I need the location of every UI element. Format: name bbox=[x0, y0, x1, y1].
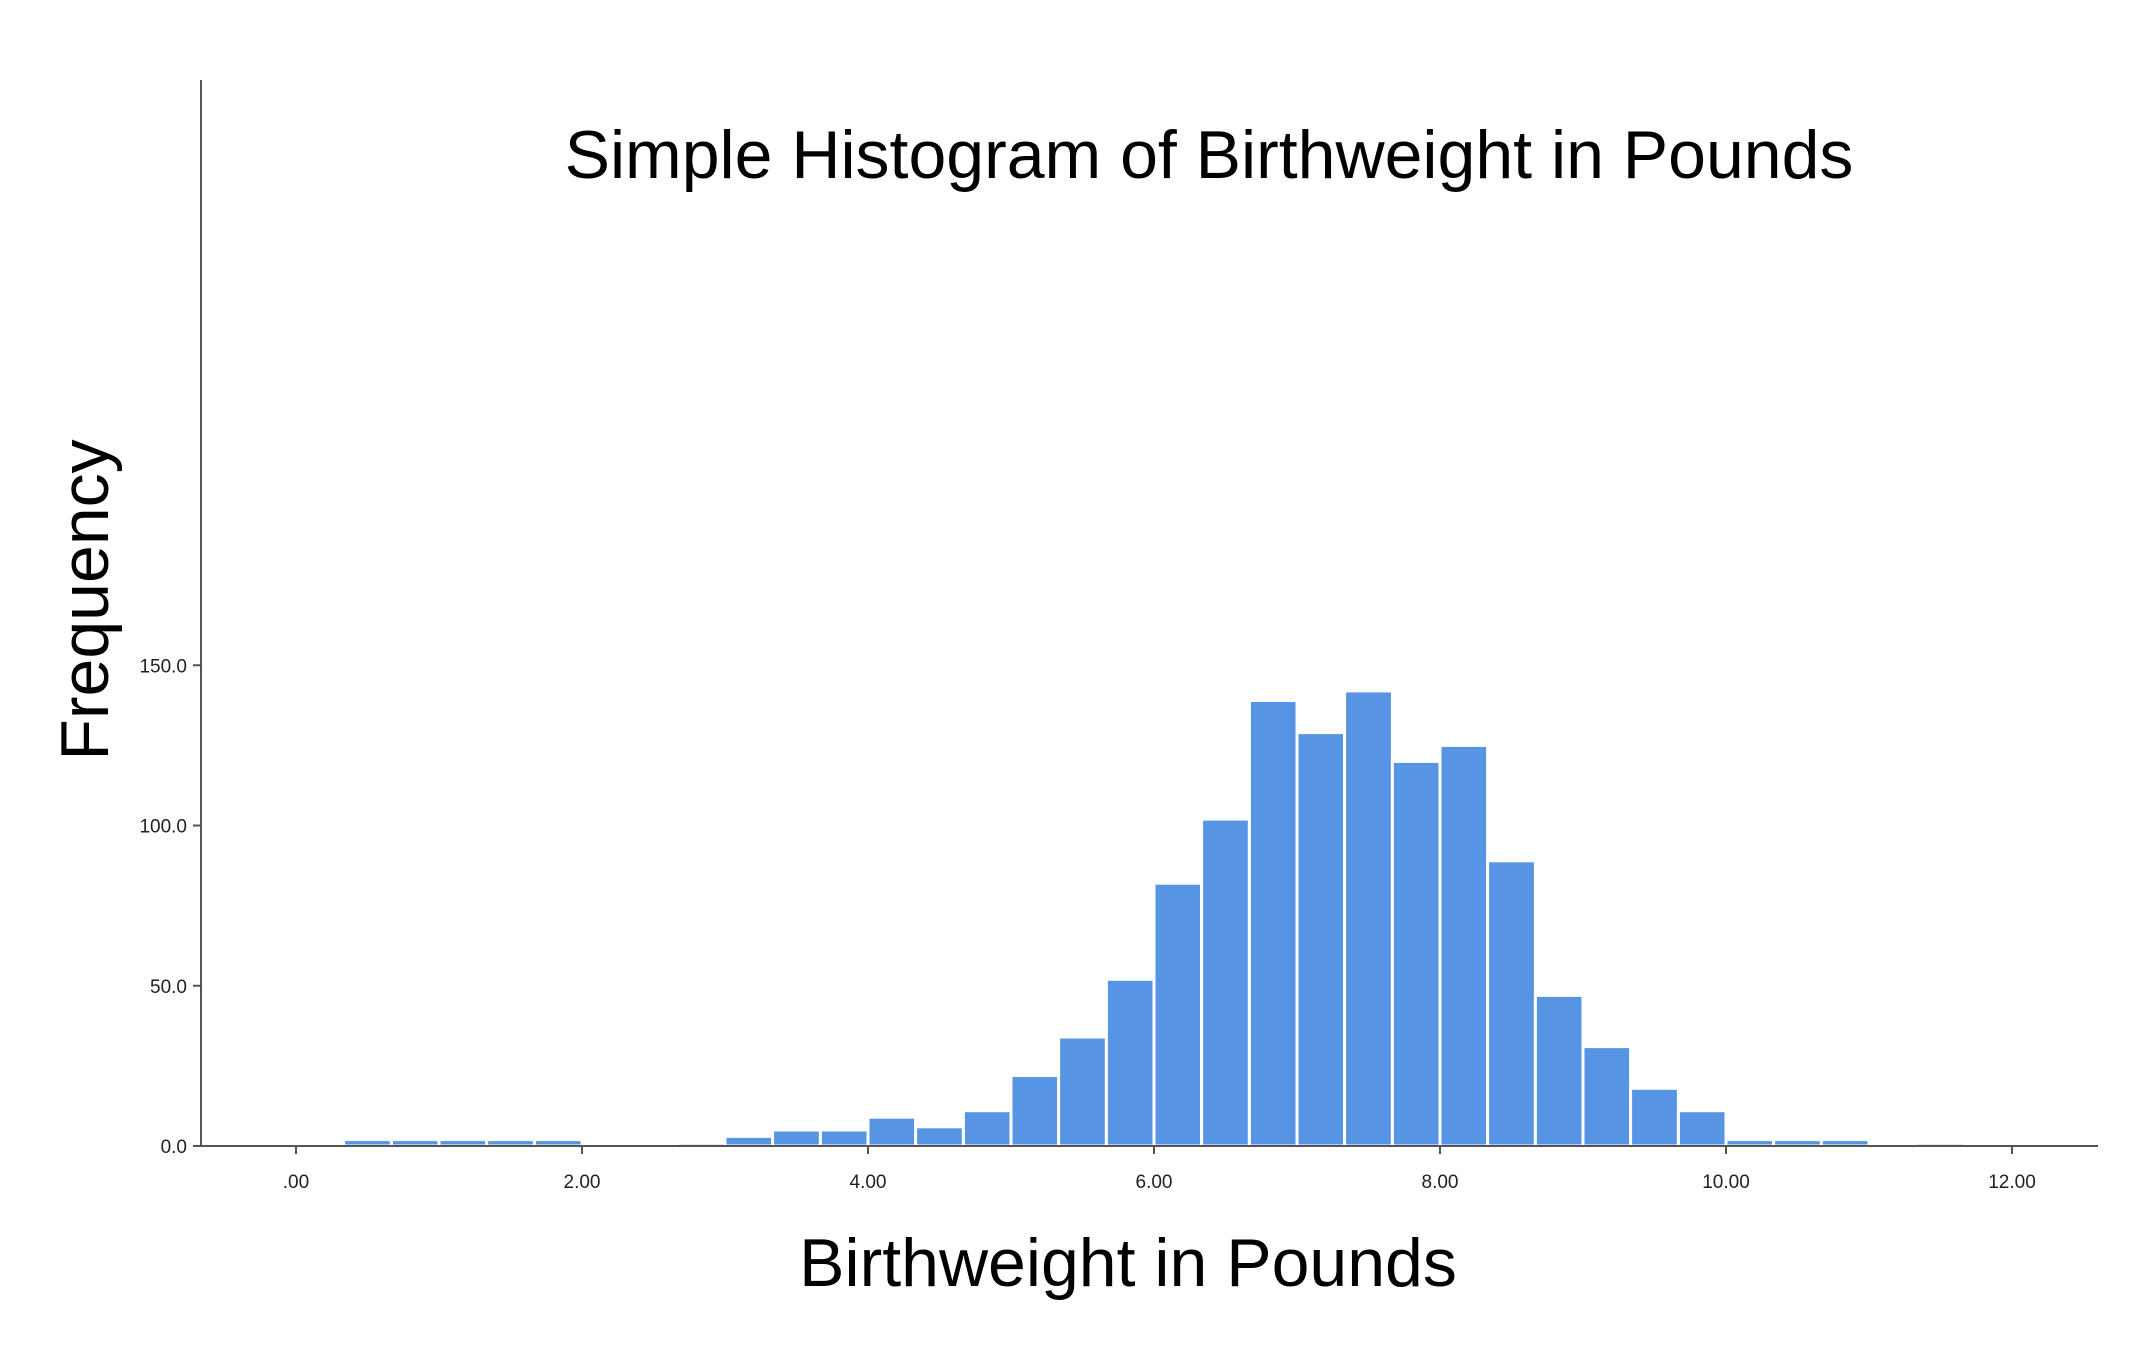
histogram-bar bbox=[818, 1128, 870, 1148]
x-tick-label: 2.00 bbox=[564, 1172, 601, 1193]
histogram-bar bbox=[866, 1115, 918, 1148]
x-axis-ticks: .00 2.00 4.00 6.00 8.00 10.00 12.00 bbox=[283, 1146, 2036, 1193]
histogram-bar bbox=[1247, 699, 1299, 1148]
histogram-bar bbox=[1152, 881, 1204, 1148]
y-tick-label: 50.0 bbox=[150, 977, 187, 998]
histogram-bar bbox=[1676, 1109, 1728, 1148]
y-tick-label: 100.0 bbox=[139, 817, 187, 838]
histogram-bar bbox=[961, 1109, 1013, 1148]
chart-title: Simple Histogram of Birthweight in Pound… bbox=[565, 117, 1854, 193]
y-axis-ticks: 0.0 50.0 100.0 150.0 bbox=[139, 656, 201, 1158]
histogram-bar bbox=[1057, 1035, 1108, 1148]
y-axis-title: Frequency bbox=[47, 439, 123, 760]
histogram-bar bbox=[1629, 1086, 1680, 1148]
x-tick-label: 4.00 bbox=[850, 1172, 887, 1193]
histogram-bar bbox=[1486, 859, 1537, 1148]
y-tick-label: 150.0 bbox=[139, 656, 187, 677]
histogram-bar bbox=[1438, 743, 1490, 1148]
x-tick-label: 8.00 bbox=[1422, 1172, 1459, 1193]
x-tick-label: 10.00 bbox=[1702, 1172, 1750, 1193]
x-tick-label: 12.00 bbox=[1988, 1172, 2036, 1193]
histogram-bar bbox=[1104, 977, 1156, 1148]
histogram-bar bbox=[1343, 689, 1394, 1148]
histogram-bar bbox=[1533, 993, 1585, 1148]
histogram-bar bbox=[1009, 1074, 1061, 1148]
x-tick-label: .00 bbox=[283, 1172, 309, 1193]
histogram-bar bbox=[771, 1128, 822, 1148]
histogram-bars bbox=[342, 689, 1966, 1148]
histogram-bar bbox=[1200, 817, 1251, 1148]
histogram-bar bbox=[914, 1125, 965, 1148]
histogram-bar bbox=[723, 1134, 775, 1148]
y-tick-label: 0.0 bbox=[161, 1137, 187, 1158]
x-axis-title: Birthweight in Pounds bbox=[799, 1225, 1457, 1301]
histogram-bar bbox=[1295, 731, 1347, 1148]
histogram-bar bbox=[1390, 759, 1442, 1148]
histogram-bar bbox=[1581, 1045, 1633, 1148]
x-tick-label: 6.00 bbox=[1136, 1172, 1173, 1193]
